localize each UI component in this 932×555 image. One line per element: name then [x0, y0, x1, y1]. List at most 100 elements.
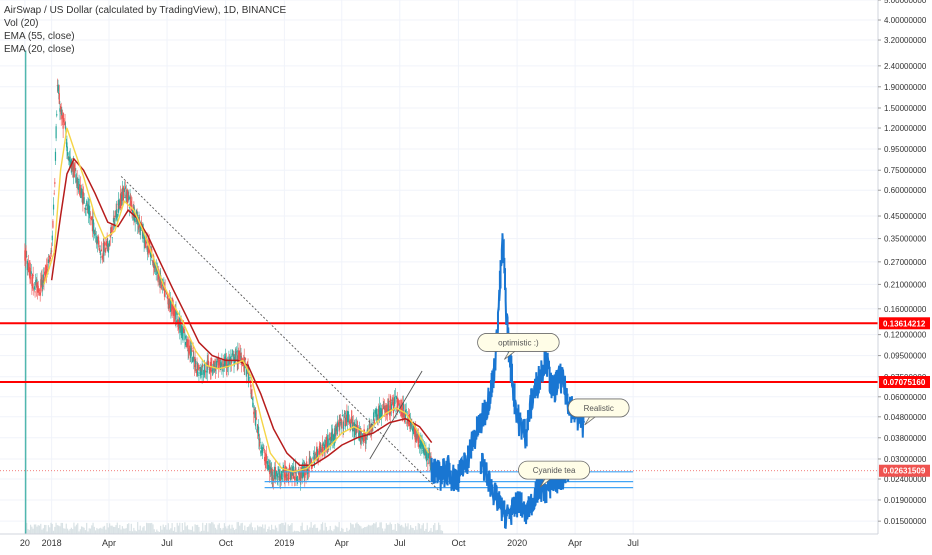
volume-bar	[189, 529, 191, 534]
volume-bar	[179, 522, 181, 534]
candle-body	[255, 412, 257, 427]
volume-bar	[411, 527, 413, 534]
volume-bar	[36, 526, 38, 534]
candle-body	[281, 473, 283, 477]
candle-body	[304, 466, 307, 468]
candle-body	[325, 444, 327, 449]
volume-bar	[228, 524, 231, 534]
candle-body	[387, 401, 389, 412]
price-tick-label: 0.09500000	[884, 352, 927, 361]
volume-bar	[202, 522, 204, 534]
candle-body	[120, 196, 122, 207]
candle-body	[201, 365, 203, 375]
candle-body	[423, 448, 425, 456]
candle-body	[86, 207, 88, 210]
candle-body	[45, 270, 47, 278]
candle-body	[94, 233, 96, 234]
candle-body	[378, 406, 380, 412]
candle-body	[214, 366, 217, 372]
candle-body	[325, 436, 328, 445]
volume-bar	[329, 525, 331, 534]
candle-body	[125, 192, 127, 202]
volume-bar	[287, 524, 289, 534]
volume-bar	[161, 529, 163, 534]
candle-body	[299, 477, 301, 483]
volume-bar	[286, 531, 288, 534]
candle-body	[105, 242, 107, 246]
price-tick-label: 0.45000000	[884, 212, 927, 221]
volume-bar	[32, 528, 34, 534]
volume-bar	[148, 523, 150, 534]
annotations[interactable]: optimistic :) Realistic Cyanide tea	[477, 333, 630, 488]
candle-body	[69, 156, 71, 163]
volume-bar	[416, 529, 418, 534]
candle-body	[219, 358, 221, 368]
candle-body	[286, 474, 288, 477]
volume-bar	[246, 527, 248, 534]
candle-body	[24, 250, 27, 262]
candle-body	[54, 182, 56, 184]
candle-body	[340, 421, 342, 425]
candle-body	[264, 456, 266, 462]
volume-bar	[89, 528, 92, 534]
price-tick-label: 5.00000000	[884, 0, 927, 5]
candle-body	[283, 467, 285, 478]
trend-line	[120, 176, 440, 492]
volume-bar	[268, 526, 270, 534]
volume-bar	[333, 529, 335, 534]
candle-body	[235, 351, 238, 353]
candle-body	[416, 434, 418, 441]
candle-body	[286, 478, 289, 480]
candle-body	[267, 464, 270, 470]
candle-body	[339, 418, 342, 422]
candle-body	[186, 343, 188, 346]
volume-bar	[128, 523, 130, 534]
ema55-indicator-label[interactable]: EMA (55, close)	[4, 31, 75, 42]
candle-body	[156, 270, 158, 272]
candle-body	[32, 274, 34, 277]
volume-bar	[259, 526, 261, 534]
candle-body	[319, 443, 321, 455]
volume-bar	[290, 524, 292, 534]
candle-body	[119, 199, 121, 206]
candle-body	[353, 422, 356, 438]
candle-body	[37, 285, 39, 290]
volume-bar	[430, 528, 432, 534]
candle-body	[351, 418, 353, 423]
candle-body	[316, 449, 319, 462]
volume-bar	[172, 530, 174, 534]
volume-bar	[140, 530, 143, 534]
candle-body	[212, 369, 214, 371]
volume-bar	[121, 526, 123, 534]
candle-body	[391, 399, 393, 401]
candle-body	[115, 210, 117, 218]
candle-body	[51, 235, 53, 241]
candle-body	[282, 466, 284, 473]
candle-body	[298, 469, 300, 480]
candle-body	[308, 458, 310, 469]
time-axis[interactable]: 20 2018 Apr Jul Oct 2019 Apr Jul Oct 2020 Apr Jul	[0, 533, 878, 550]
volume-bar	[436, 529, 438, 534]
price-axis[interactable]: 5.00000000 4.00000000 3.20000000 2.40000000…	[877, 0, 932, 550]
volume-bar	[200, 530, 203, 534]
symbol-title[interactable]: AirSwap / US Dollar (calculated by Tradi…	[4, 5, 287, 16]
volume-bar	[124, 528, 126, 534]
candle-body	[207, 360, 209, 364]
volume-bar	[361, 528, 363, 534]
volume-bar	[142, 527, 144, 534]
candle-body	[61, 115, 64, 119]
trend-lines[interactable]	[120, 176, 440, 492]
candle-body	[153, 255, 155, 268]
volume-bar	[230, 528, 232, 534]
candle-body	[210, 370, 212, 372]
candle-body	[91, 216, 94, 232]
candle-body	[56, 85, 58, 86]
candle-body	[324, 440, 326, 445]
candle-body	[215, 361, 217, 369]
candle-body	[139, 226, 141, 236]
ema20-indicator-label[interactable]: EMA (20, close)	[4, 44, 75, 55]
volume-bar	[58, 525, 60, 534]
volume-bar	[364, 527, 366, 534]
vol-indicator-label[interactable]: Vol (20)	[4, 18, 39, 29]
